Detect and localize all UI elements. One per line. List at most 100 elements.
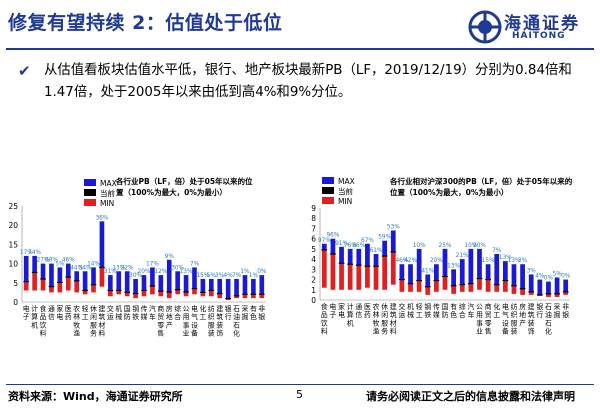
- x-tick-char: 通: [48, 304, 55, 313]
- y-tick-label: 6: [311, 235, 316, 244]
- bar-min-segment: [356, 265, 362, 290]
- x-tick-char: 装: [216, 320, 223, 329]
- x-tick-label: 采掘: [242, 304, 249, 321]
- x-tick-char: 子: [23, 313, 30, 321]
- data-label: 3%: [527, 268, 537, 274]
- x-tick-char: 服: [90, 321, 97, 329]
- x-tick-label: 休闲服务: [90, 304, 97, 338]
- legend-swatch-max: [322, 177, 334, 184]
- bar-max-segment: [563, 279, 569, 292]
- x-tick-char: 用: [476, 311, 483, 319]
- data-label: 76%: [344, 243, 357, 249]
- chart-title-line-1: 各行业相对沪深300的PB（LF，倍）处于05年以来的: [389, 176, 573, 186]
- x-tick-char: 务: [90, 329, 97, 338]
- x-tick-char: 建: [216, 304, 223, 313]
- chart-title: 各行业相对沪深300的PB（LF，倍）处于05年以来的位置（100%为最大，0%…: [389, 176, 573, 197]
- data-label: 74%: [28, 250, 41, 256]
- bar-min-segment: [528, 291, 534, 295]
- x-tick-label: 商贸零售: [485, 302, 492, 336]
- data-label: 59%: [378, 235, 391, 241]
- x-tick-label: 建筑材料: [99, 304, 106, 338]
- y-tick-label: 10: [8, 260, 18, 269]
- bar-max-segment: [356, 248, 362, 266]
- data-label: 30%: [171, 265, 184, 271]
- x-tick-char: 算: [31, 312, 38, 321]
- x-tick-label: 交运: [398, 302, 405, 319]
- bar-max-segment: [208, 278, 214, 291]
- x-tick-char: 药: [364, 310, 371, 319]
- x-tick-label: 机械: [115, 304, 122, 321]
- x-tick-char: 药: [65, 312, 72, 321]
- data-label: 46%: [62, 258, 75, 264]
- legend-label-max: MAX: [100, 179, 117, 188]
- data-label: 30%: [129, 273, 142, 279]
- x-tick-label: 房地产: [166, 304, 173, 329]
- data-label: 0%: [257, 269, 267, 275]
- x-tick-char: 轻: [416, 302, 423, 311]
- bar-max-segment: [416, 248, 422, 281]
- x-tick-char: 装: [528, 318, 535, 327]
- bar-max-segment: [217, 278, 223, 294]
- data-label: 15%: [482, 258, 495, 264]
- data-label: 15%: [196, 273, 209, 279]
- bar-min-segment: [511, 285, 517, 294]
- bar-min-segment: [485, 279, 491, 292]
- x-tick-char: 非: [562, 302, 569, 311]
- x-tick-char: 筑: [216, 312, 223, 321]
- x-tick-char: 贸: [485, 310, 492, 319]
- x-tick-label: 钢铁: [424, 302, 431, 319]
- x-tick-char: 医: [364, 303, 371, 311]
- bar-min-segment: [477, 278, 482, 290]
- bar-min-segment: [459, 284, 465, 292]
- data-label: 20%: [473, 243, 486, 249]
- x-tick-label: 农林牧渔: [373, 302, 380, 336]
- x-tick-char: 汽: [149, 304, 156, 313]
- x-tick-char: 工: [82, 313, 89, 321]
- x-tick-label: 国防: [124, 305, 131, 321]
- bar-max-segment: [225, 278, 231, 299]
- data-label: 46%: [395, 258, 408, 264]
- bar-min-segment: [347, 264, 353, 290]
- x-tick-label: 电气设备: [502, 302, 509, 336]
- x-tick-label: 建筑装饰: [216, 304, 223, 338]
- x-tick-label: 采掘: [554, 302, 561, 319]
- bar-max-segment: [459, 259, 465, 285]
- data-label: 20%: [430, 258, 443, 264]
- x-tick-char: 交: [398, 302, 405, 311]
- x-tick-char: 械: [115, 312, 122, 321]
- x-tick-char: 铁: [424, 310, 431, 319]
- bar-min-segment: [74, 280, 80, 293]
- bar-min-segment: [32, 272, 37, 291]
- data-label: 0%: [544, 276, 554, 282]
- x-tick-char: 饰: [528, 327, 535, 336]
- x-tick-label: 非银: [562, 302, 569, 319]
- x-tick-char: 运: [398, 311, 405, 319]
- x-tick-label: 石油石化: [545, 303, 552, 336]
- x-tick-char: 零: [485, 319, 492, 327]
- x-tick-char: 渔: [373, 327, 380, 336]
- page-number: 5: [296, 388, 303, 401]
- x-tick-char: 行: [225, 312, 232, 321]
- bar-max-segment: [321, 243, 327, 250]
- x-tick-char: 休: [381, 302, 388, 311]
- data-label: 5%: [552, 272, 562, 278]
- bar-min-segment: [434, 280, 439, 292]
- y-tick-label: 20: [8, 221, 18, 230]
- x-tick-char: 银: [258, 312, 265, 321]
- x-tick-char: 饮: [321, 318, 328, 327]
- bar-max-segment: [65, 263, 71, 278]
- data-label: 5%: [55, 261, 65, 267]
- data-label: 53%: [387, 224, 400, 230]
- data-label: 10%: [464, 243, 477, 249]
- data-label: 13%: [447, 263, 460, 269]
- x-tick-char: 媒: [433, 310, 440, 319]
- x-tick-char: 械: [407, 310, 414, 319]
- bar-max-segment: [485, 264, 491, 280]
- legend-swatch-max: [84, 179, 96, 186]
- x-tick-char: 石: [545, 303, 552, 311]
- x-tick-char: 房: [519, 302, 526, 311]
- bar-max-segment: [183, 275, 189, 293]
- bar-max-segment: [23, 255, 29, 282]
- x-tick-label: 化工: [199, 304, 206, 321]
